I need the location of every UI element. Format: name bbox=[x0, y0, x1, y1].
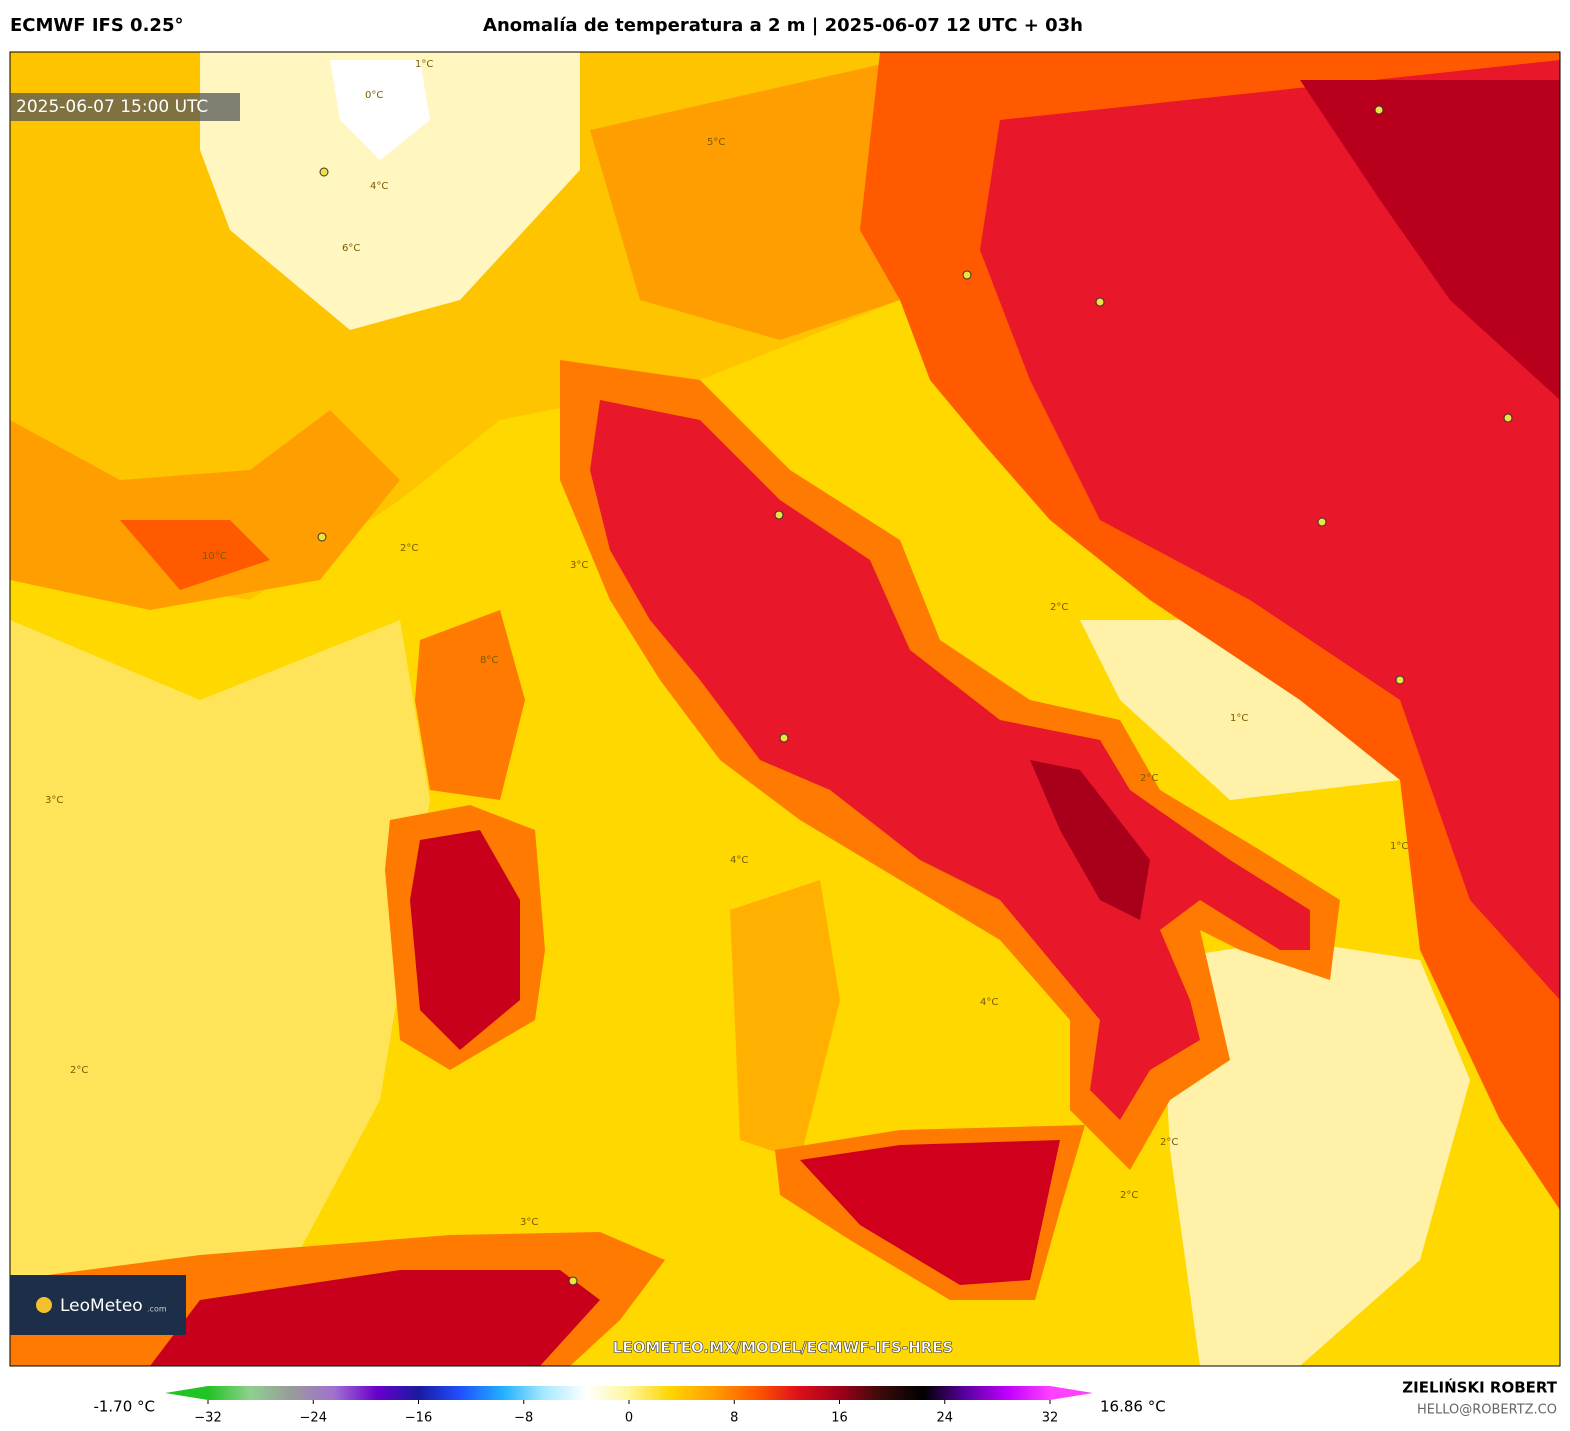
light-area bbox=[10, 620, 430, 1280]
contour-label: 2°C bbox=[1140, 773, 1158, 784]
colorbar-tick-label: 16 bbox=[831, 1411, 848, 1426]
contour-label: 1°C bbox=[1230, 713, 1248, 724]
contour-label: 3°C bbox=[520, 1217, 538, 1228]
colorbar-tick-label: 0 bbox=[625, 1411, 633, 1426]
colorbar-tick-label: 32 bbox=[1042, 1411, 1059, 1426]
contour-label: 2°C bbox=[1160, 1137, 1178, 1148]
map-title: Anomalía de temperatura a 2 m | 2025-06-… bbox=[483, 15, 1083, 36]
contour-label: 10°C bbox=[202, 551, 227, 562]
warm-area bbox=[730, 880, 840, 1160]
very-hot-area bbox=[1300, 80, 1560, 400]
colorbar-tick-label: 24 bbox=[936, 1411, 953, 1426]
contour-label: 0°C bbox=[365, 90, 383, 101]
contour-label: 2°C bbox=[1120, 1190, 1138, 1201]
cool-area bbox=[200, 52, 580, 330]
very-hot-area bbox=[1030, 760, 1150, 920]
contour-label: 1°C bbox=[1390, 841, 1408, 852]
hot-area bbox=[980, 60, 1560, 1000]
contour-label: 5°C bbox=[707, 137, 725, 148]
contour-label: 3°C bbox=[45, 795, 63, 806]
land-france bbox=[10, 410, 400, 610]
hot-area bbox=[120, 520, 270, 590]
colorbar-gradient bbox=[208, 1386, 1050, 1400]
contour-label: 4°C bbox=[370, 181, 388, 192]
land-corsica bbox=[415, 610, 525, 800]
contour-label: 1°C bbox=[415, 59, 433, 70]
hot-area bbox=[800, 1140, 1060, 1285]
colorbar-tick-label: −32 bbox=[194, 1411, 221, 1426]
contour-label: 2°C bbox=[70, 1065, 88, 1076]
hot-area bbox=[590, 400, 1310, 1120]
time-badge bbox=[10, 93, 240, 121]
colorbar: -1.70 °C 16.86 °C −32 −24 −16 −8 0 8 16 24 32 bbox=[93, 1386, 1166, 1426]
author: ZIELIŃSKI ROBERT bbox=[1402, 1378, 1557, 1397]
max-value: 16.86 °C bbox=[1100, 1398, 1166, 1416]
cities bbox=[317, 105, 1513, 1286]
light-area bbox=[1080, 620, 1400, 800]
contour-labels: 1°C 0°C 4°C 5°C 6°C 8°C 10°C 2°C 3°C 3°C… bbox=[45, 59, 1408, 1228]
contour-label: 2°C bbox=[400, 543, 418, 554]
logo-suffix: .com bbox=[147, 1305, 167, 1314]
colorbar-tick-label: −8 bbox=[514, 1411, 533, 1426]
light-area bbox=[1160, 940, 1470, 1366]
email: HELLO@ROBERTZ.CO bbox=[1417, 1403, 1557, 1418]
contour-label: 6°C bbox=[342, 243, 360, 254]
watermark: LEOMETEO.MX/MODEL/ECMWF-IFS-HRES bbox=[613, 1339, 953, 1357]
contour-label: 4°C bbox=[980, 997, 998, 1008]
valid-time: 2025-06-07 15:00 UTC bbox=[16, 97, 208, 117]
colorbar-arrow bbox=[1050, 1386, 1093, 1400]
logo-icon bbox=[36, 1297, 52, 1313]
cool-area bbox=[330, 60, 430, 160]
contour-label: 8°C bbox=[480, 655, 498, 666]
hot-area bbox=[150, 1270, 600, 1366]
hot-area bbox=[410, 830, 520, 1050]
min-value: -1.70 °C bbox=[93, 1398, 155, 1416]
colorbar-tick-label: −24 bbox=[300, 1411, 327, 1426]
map: 1°C 0°C 4°C 5°C 6°C 8°C 10°C 2°C 3°C 3°C… bbox=[9, 51, 1561, 1367]
contour-label: 3°C bbox=[570, 560, 588, 571]
contour-label: 2°C bbox=[1050, 602, 1068, 613]
model-name: ECMWF IFS 0.25° bbox=[10, 15, 183, 36]
colorbar-tick-label: 8 bbox=[730, 1411, 738, 1426]
logo-text: LeoMeteo bbox=[60, 1296, 143, 1316]
colorbar-tick-label: −16 bbox=[405, 1411, 432, 1426]
contour-label: 4°C bbox=[730, 855, 748, 866]
colorbar-arrow bbox=[165, 1386, 208, 1400]
